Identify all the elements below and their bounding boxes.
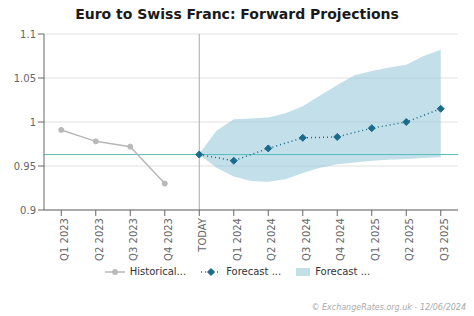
svg-text:Q1 2025: Q1 2025: [370, 218, 381, 261]
svg-text:TODAY: TODAY: [197, 217, 208, 253]
svg-text:Q3 2025: Q3 2025: [439, 218, 450, 261]
svg-text:Q1 2024: Q1 2024: [232, 218, 243, 261]
svg-text:Q2 2025: Q2 2025: [404, 218, 415, 261]
svg-text:Q2 2023: Q2 2023: [94, 218, 105, 261]
svg-text:Q2 2024: Q2 2024: [266, 218, 277, 261]
svg-text:1: 1: [30, 117, 36, 128]
svg-text:Q3 2024: Q3 2024: [301, 218, 312, 261]
svg-text:1.1: 1.1: [20, 29, 36, 40]
svg-text:Q3 2023: Q3 2023: [128, 218, 139, 261]
html-text:Euro to Swiss Franc: Forward P: Euro to Swiss Franc: Forward Projections: [75, 6, 399, 22]
svg-text:1.05: 1.05: [14, 73, 36, 84]
html-text:Forecast ...: Forecast ...: [315, 266, 371, 277]
svg-text:0.95: 0.95: [14, 161, 36, 172]
svg-text:Q4 2023: Q4 2023: [163, 218, 174, 261]
html-text:Historical...: Historical...: [129, 266, 187, 277]
html-text:© ExchangeRates.org.uk - 12/06: © ExchangeRates.org.uk - 12/06/2024: [311, 303, 466, 312]
svg-text:Q1 2023: Q1 2023: [59, 218, 70, 261]
svg-text:0.9: 0.9: [20, 205, 36, 216]
html-text:Forecast ...: Forecast ...: [226, 266, 282, 277]
svg-text:Q4 2024: Q4 2024: [335, 218, 346, 261]
